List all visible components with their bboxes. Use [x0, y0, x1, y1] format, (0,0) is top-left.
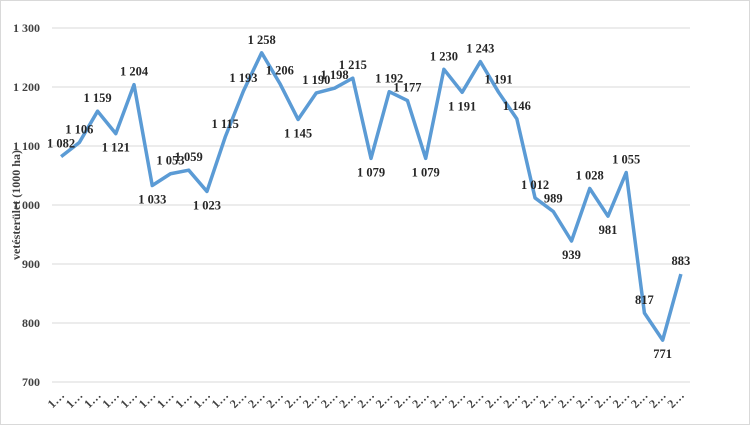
y-tick-label: 1 100 [13, 139, 40, 153]
data-label: 989 [544, 191, 563, 205]
data-label: 1 198 [320, 68, 348, 82]
data-label: 1 191 [448, 99, 476, 113]
data-label: 981 [599, 223, 618, 237]
y-tick-label: 1 300 [13, 21, 40, 35]
data-label: 1 258 [248, 33, 276, 47]
data-label: 1 033 [138, 193, 166, 207]
data-label: 1 146 [503, 99, 531, 113]
data-label: 1 055 [612, 153, 640, 167]
data-label: 1 079 [357, 165, 385, 179]
data-label: 1 193 [229, 71, 257, 85]
data-label: 1 028 [576, 168, 604, 182]
data-label: 1 206 [266, 63, 294, 77]
data-label: 1 204 [120, 65, 149, 79]
y-tick-label: 1 000 [13, 198, 40, 212]
data-label: 1 115 [211, 117, 238, 131]
y-tick-label: 700 [22, 375, 40, 389]
data-label: 1 059 [175, 150, 203, 164]
y-tick-label: 1 200 [13, 80, 40, 94]
line-series [60, 51, 683, 342]
data-label: 1 023 [193, 198, 221, 212]
data-label: 1 177 [393, 81, 421, 95]
data-label: 1 053 [156, 154, 184, 168]
data-label: 1 082 [47, 137, 75, 151]
data-label: 1 145 [284, 126, 312, 140]
data-label: 817 [635, 293, 654, 307]
y-axis-label: vetésterület (1000 ha) [9, 150, 23, 260]
data-label: 1 192 [375, 72, 403, 86]
y-tick-label: 900 [22, 257, 40, 271]
data-label: 1 230 [430, 49, 458, 63]
data-label: 1 106 [65, 122, 93, 136]
data-label: 1 243 [466, 42, 494, 56]
data-label: 1 121 [102, 141, 130, 155]
data-label: 771 [653, 347, 672, 361]
data-label: 883 [672, 254, 691, 268]
data-label: 1 191 [485, 72, 513, 86]
data-label: 1 215 [339, 58, 367, 72]
data-label: 939 [562, 248, 581, 262]
data-label: 1 012 [521, 178, 549, 192]
y-tick-label: 800 [22, 316, 40, 330]
data-label: 1 079 [412, 165, 440, 179]
data-label: 1 190 [302, 73, 330, 87]
data-label: 1 159 [84, 91, 112, 105]
